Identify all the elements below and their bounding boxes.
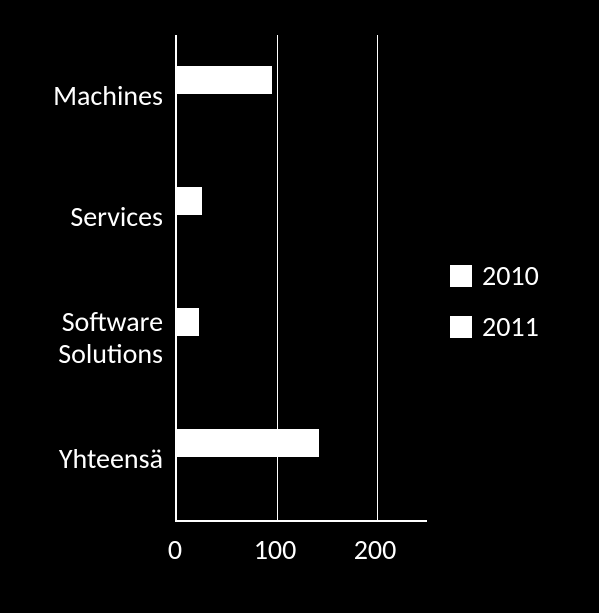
category-group bbox=[177, 278, 427, 399]
legend-item: 2010 bbox=[450, 258, 539, 293]
category-label: SoftwareSolutions bbox=[0, 306, 163, 370]
x-tick-label: 200 bbox=[354, 532, 397, 567]
bar bbox=[177, 429, 319, 457]
category-group bbox=[177, 156, 427, 277]
x-tick-label: 0 bbox=[168, 532, 182, 567]
legend-item: 2011 bbox=[450, 309, 539, 344]
y-axis-labels: Machines Services SoftwareSolutions Yhteens… bbox=[0, 35, 163, 520]
bar bbox=[177, 187, 202, 215]
legend-swatch bbox=[450, 316, 472, 338]
bar-chart: Machines Services SoftwareSolutions Yhteens… bbox=[0, 0, 599, 613]
category-label: Machines bbox=[0, 80, 163, 112]
legend: 2010 2011 bbox=[450, 250, 539, 352]
category-group bbox=[177, 35, 427, 156]
category-label: Services bbox=[0, 201, 163, 233]
x-axis-labels: 0100200 bbox=[175, 532, 425, 572]
legend-label: 2010 bbox=[482, 258, 539, 293]
category-group bbox=[177, 399, 427, 520]
x-tick-label: 100 bbox=[254, 532, 297, 567]
category-label: Yhteensä bbox=[0, 443, 163, 475]
bar bbox=[177, 308, 199, 336]
legend-label: 2011 bbox=[482, 309, 539, 344]
bar bbox=[177, 66, 272, 94]
plot-area bbox=[175, 35, 427, 522]
legend-swatch bbox=[450, 265, 472, 287]
